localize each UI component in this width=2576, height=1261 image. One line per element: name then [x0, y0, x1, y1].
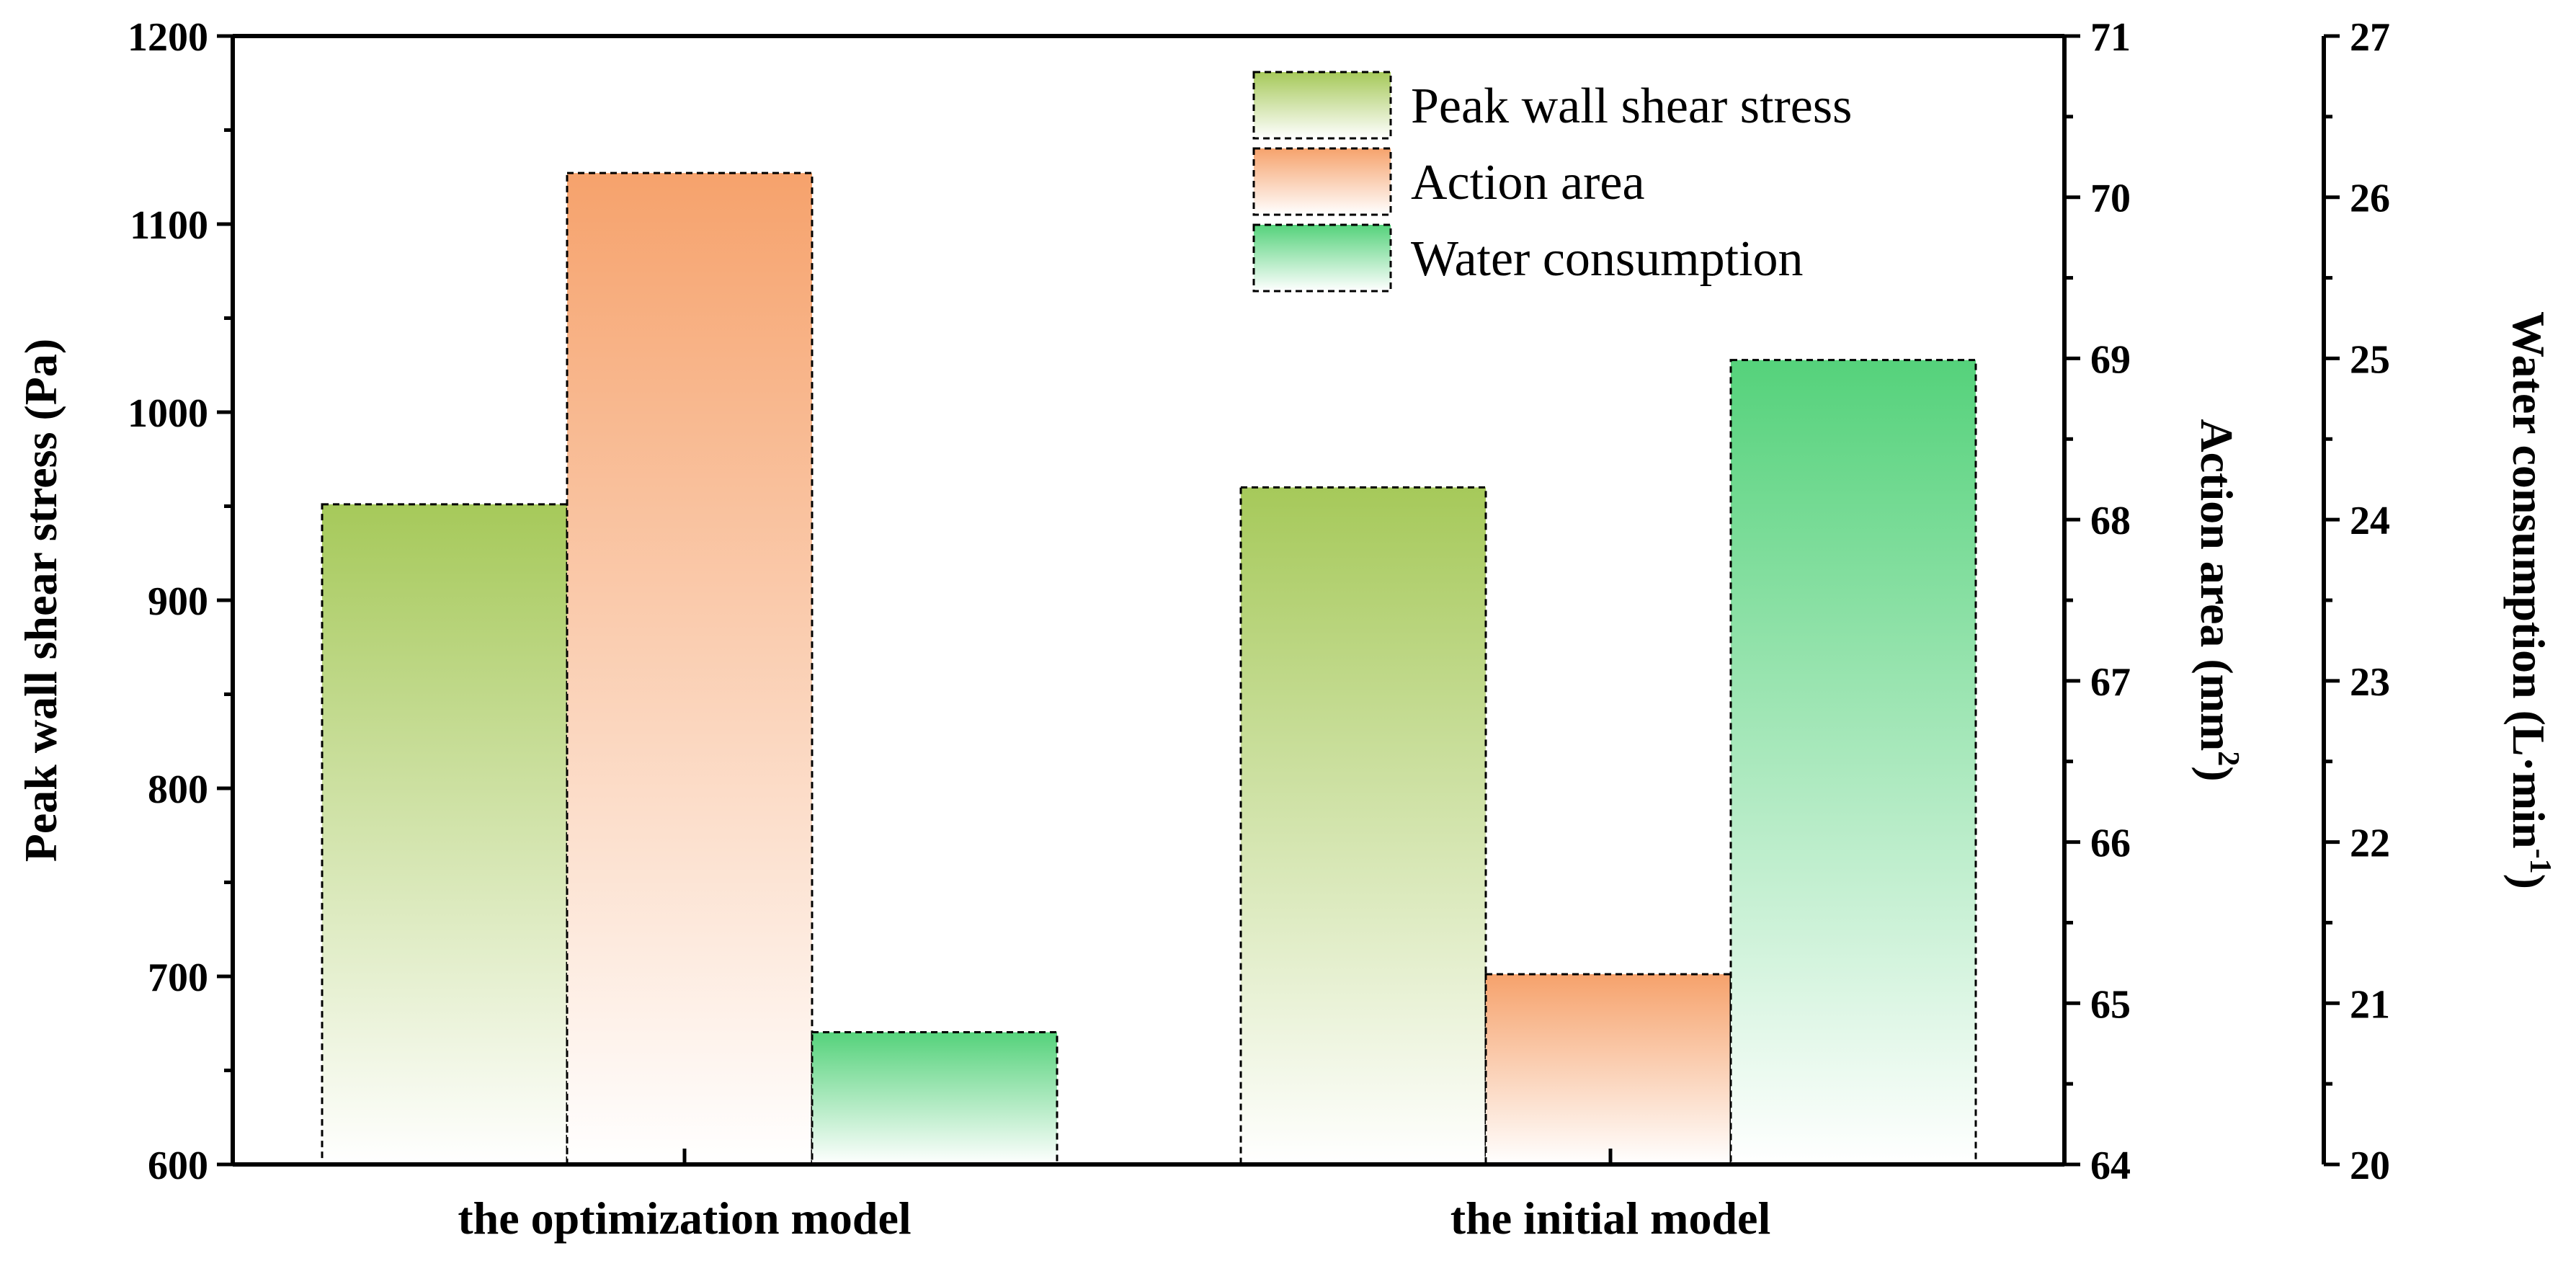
right1-tick-label: 65 — [2090, 982, 2131, 1027]
bars-layer — [321, 171, 1977, 1166]
left-tick-label: 900 — [148, 579, 208, 624]
bar-initial-action-area — [1484, 973, 1732, 1166]
legend-label-peak-wall-shear-stress: Peak wall shear stress — [1411, 79, 1852, 134]
right2-tick-label: 26 — [2350, 177, 2390, 221]
bar-initial-water-consumption — [1729, 359, 1977, 1166]
right1-tick-label: 68 — [2090, 499, 2131, 543]
right2-axis-title: Water consumption (L·min-1) — [2503, 311, 2557, 889]
right1-axis-title: Action area (mm2) — [2191, 419, 2245, 781]
legend-label-action-area: Action area — [1411, 155, 1645, 210]
legend-swatch-action-area — [1252, 147, 1392, 216]
right1-tick-label: 71 — [2090, 15, 2131, 60]
right2-axis-title-end: ) — [2503, 874, 2554, 889]
left-tick-label: 800 — [148, 767, 208, 812]
category-label-optimization: the optimization model — [458, 1193, 911, 1244]
ticks-layer: 600 700 800 900 1000 1100 1200 64 65 66 67 68 69 70 71… — [128, 15, 2390, 1188]
bar-initial-peak-wall-shear-stress — [1239, 486, 1487, 1166]
left-tick-label: 700 — [148, 955, 208, 1000]
right1-tick-label: 69 — [2090, 337, 2131, 382]
right1-tick-label: 66 — [2090, 821, 2131, 866]
left-tick-label: 1000 — [128, 391, 208, 436]
left-tick-label: 600 — [148, 1144, 208, 1188]
right2-tick-label: 20 — [2350, 1144, 2390, 1188]
left-axis-title: Peak wall shear stress (Pa) — [15, 339, 66, 862]
legend-label-water-consumption: Water consumption — [1411, 231, 1804, 287]
legend: Peak wall shear stress Action area Water… — [1252, 71, 1852, 293]
right1-axis-title-sup: 2 — [2211, 751, 2245, 766]
right1-tick-label: 70 — [2090, 177, 2131, 221]
right2-tick-label: 22 — [2350, 821, 2390, 866]
right1-tick-label: 64 — [2090, 1144, 2131, 1188]
right2-tick-label: 21 — [2350, 982, 2390, 1027]
right2-tick-label: 27 — [2350, 15, 2390, 60]
right2-tick-label: 25 — [2350, 337, 2390, 382]
category-label-initial: the initial model — [1450, 1193, 1770, 1244]
bar-optimization-peak-wall-shear-stress — [321, 503, 569, 1166]
legend-swatch-water-consumption — [1252, 223, 1392, 293]
right1-axis-title-main: Action area (mm — [2191, 419, 2242, 751]
right2-axis-title-main: Water consumption (L·min — [2503, 311, 2554, 849]
right2-axis-title-sup: -1 — [2523, 849, 2557, 874]
legend-swatch-peak-wall-shear-stress — [1252, 71, 1392, 140]
right2-tick-label: 24 — [2350, 499, 2390, 543]
left-tick-label: 1200 — [128, 15, 208, 60]
right1-axis-title-end: ) — [2191, 766, 2242, 781]
left-tick-label: 1100 — [130, 203, 208, 248]
right1-tick-label: 67 — [2090, 660, 2131, 705]
bar-optimization-water-consumption — [811, 1031, 1059, 1166]
right2-tick-label: 23 — [2350, 660, 2390, 705]
bar-optimization-action-area — [566, 171, 814, 1166]
